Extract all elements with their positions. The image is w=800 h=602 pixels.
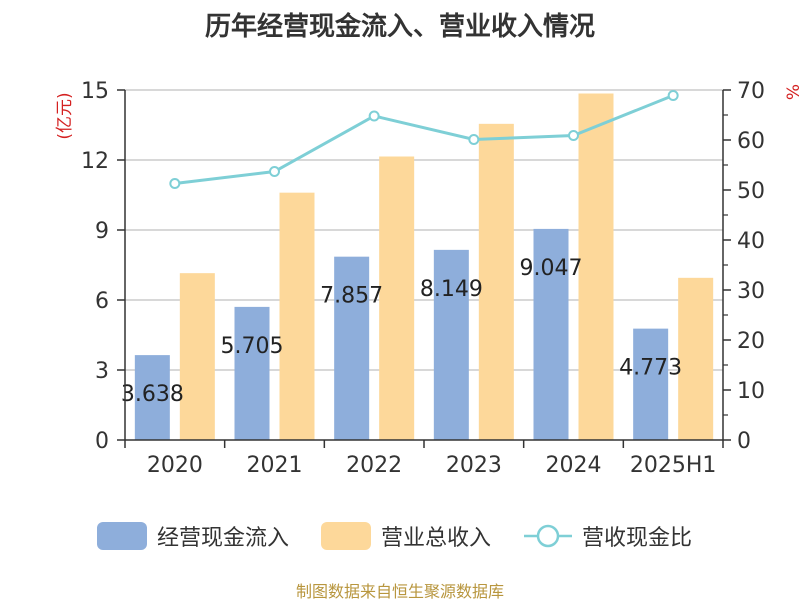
x-tick-label: 2022 — [346, 453, 402, 478]
ratio-point[interactable] — [368, 110, 380, 122]
ratio-point[interactable] — [667, 90, 679, 101]
y-tick-label-right: 30 — [737, 279, 765, 304]
y-tick-label-right: 10 — [737, 379, 765, 404]
legend-label: 经营现金流入 — [157, 526, 290, 551]
cash-inflow-bar[interactable] — [134, 355, 170, 440]
ratio-point[interactable] — [269, 166, 280, 177]
y-tick-label-left: 12 — [81, 149, 109, 174]
y-tick-label-left: 9 — [95, 219, 109, 244]
cash-inflow-bar[interactable] — [334, 256, 370, 440]
cash-inflow-swatch-icon — [97, 522, 147, 550]
x-tick-label: 2021 — [247, 453, 303, 478]
ratio-point[interactable] — [468, 134, 480, 145]
y-tick-label-left: 6 — [95, 289, 109, 314]
legend-item-cash-inflow[interactable]: 经营现金流入 — [97, 516, 289, 556]
cash-inflow-bar[interactable] — [433, 249, 469, 440]
revenue-swatch-icon — [321, 522, 371, 550]
revenue-bar[interactable] — [279, 192, 315, 440]
source-note: 制图数据来自恒生聚源数据库 — [295, 582, 504, 601]
ratio-point[interactable] — [568, 130, 579, 141]
cash-inflow-bar[interactable] — [633, 328, 669, 440]
line-marker-icon — [524, 524, 572, 548]
y-tick-label-left: 0 — [95, 429, 109, 454]
y-tick-label-right: 20 — [737, 329, 765, 354]
x-tick-label: 2023 — [446, 453, 502, 478]
chart-title: 历年经营现金流入、营业收入情况 — [204, 12, 595, 42]
data-label: 5.705 — [221, 334, 284, 359]
y-tick-label-right: 40 — [737, 229, 765, 254]
cash-inflow-bar[interactable] — [234, 306, 270, 440]
y-axis-label-left: (亿元) — [55, 92, 75, 139]
y-tick-label-left: 15 — [81, 79, 109, 104]
x-tick-label: 2024 — [546, 453, 602, 478]
data-label: 9.047 — [520, 256, 583, 281]
y-tick-label-right: 0 — [737, 429, 751, 454]
ratio-point[interactable] — [169, 178, 181, 189]
legend: 经营现金流入 营业总收入 营收现金比 — [0, 516, 800, 556]
revenue-bar[interactable] — [678, 277, 714, 440]
y-tick-label-right: 50 — [737, 179, 765, 204]
data-label: 7.857 — [320, 284, 383, 309]
revenue-bar[interactable] — [379, 156, 415, 441]
data-label: 8.149 — [420, 277, 483, 302]
y-tick-label-left: 3 — [95, 359, 109, 384]
y-axis-label-right: % — [784, 84, 800, 100]
y-tick-label-right: 60 — [737, 129, 765, 154]
legend-item-ratio[interactable]: 营收现金比 — [522, 516, 692, 556]
data-label: 3.638 — [121, 382, 184, 407]
revenue-bar[interactable] — [578, 93, 614, 441]
y-tick-label-right: 70 — [737, 79, 765, 104]
data-label: 4.773 — [619, 356, 682, 381]
legend-item-revenue[interactable]: 营业总收入 — [321, 516, 491, 556]
revenue-bar[interactable] — [478, 123, 514, 440]
legend-label: 营业总收入 — [381, 526, 492, 551]
ratio-line — [174, 94, 674, 185]
legend-label: 营收现金比 — [582, 526, 693, 551]
cash-inflow-bar[interactable] — [533, 228, 569, 440]
x-tick-label: 2020 — [147, 453, 203, 478]
x-tick-label: 2025H1 — [630, 453, 717, 478]
revenue-bar[interactable] — [179, 273, 215, 440]
